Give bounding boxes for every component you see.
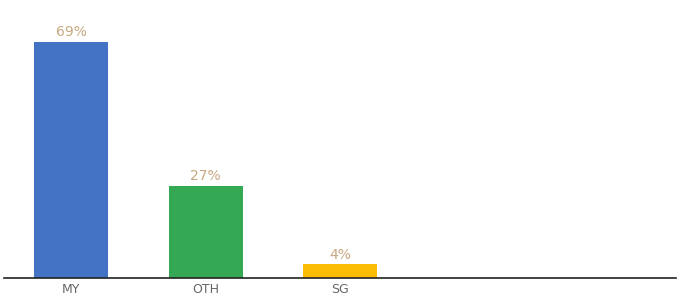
Text: 27%: 27% xyxy=(190,169,221,183)
Text: 4%: 4% xyxy=(329,248,351,262)
Bar xyxy=(169,186,243,278)
Text: 69%: 69% xyxy=(56,25,87,39)
Bar xyxy=(35,42,108,278)
Bar xyxy=(303,264,377,278)
